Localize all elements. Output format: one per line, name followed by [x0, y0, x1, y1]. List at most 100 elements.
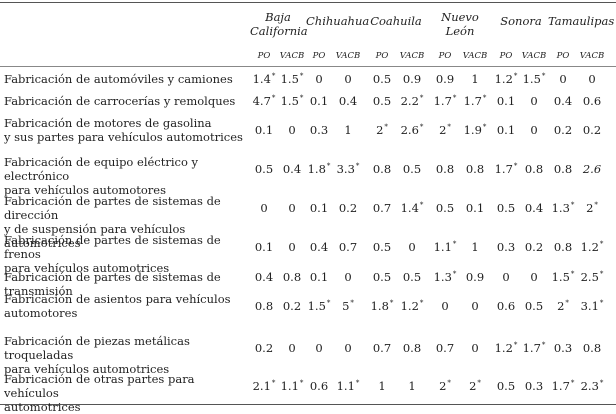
table-cell-value: 5*	[334, 299, 362, 313]
row-label-line: para vehículos automotrices	[4, 261, 170, 275]
row-label-line: automotores	[4, 306, 78, 320]
cell-number: 0.8	[402, 341, 422, 355]
table-cell-value: 0.5	[398, 270, 426, 284]
column-header-region: Tamaulipas	[548, 14, 615, 50]
cell-number: 0.5	[372, 240, 392, 254]
table-cell-value: 0.1	[492, 123, 520, 137]
column-subheader: VACB	[279, 51, 305, 61]
region-name-line: León	[445, 24, 475, 38]
cell-number: 4.7	[252, 94, 271, 108]
region-name-line: Chihuahua	[306, 14, 370, 28]
cell-number: 1.2	[494, 341, 513, 355]
cell-number: 0.1	[309, 270, 329, 284]
row-label: Fabricación de partes de sistemas de fre…	[4, 233, 244, 275]
significance-asterisk: *	[599, 270, 604, 279]
column-subheader: VACB	[462, 51, 488, 61]
cell-number: 0.2	[582, 123, 602, 137]
cell-number: 0.9	[465, 270, 485, 284]
top-rule	[0, 2, 616, 3]
significance-asterisk: *	[271, 94, 276, 103]
cell-number: 1	[378, 379, 386, 393]
column-subheader: VACB	[335, 51, 361, 61]
table-cell-value: 0.8	[461, 162, 489, 176]
cell-number: 0	[530, 123, 538, 137]
region-name-line: Baja	[265, 10, 291, 24]
cell-number: 1.1	[280, 379, 299, 393]
cell-number: 3.1	[580, 299, 599, 313]
column-subheader: PO	[438, 51, 452, 61]
table-cell-value: 0.8	[549, 240, 577, 254]
table-cell-value: 0	[549, 72, 577, 86]
cell-number: 0	[530, 270, 538, 284]
table-cell-value: 1.7*	[549, 379, 577, 393]
cell-number: 0	[502, 270, 510, 284]
table-cell-value: 0.5	[398, 162, 426, 176]
table-cell-value: 1.8*	[305, 162, 333, 176]
row-label: Fabricación de asientos para vehículos au…	[4, 292, 244, 320]
cell-number: 0.3	[309, 123, 329, 137]
cell-number: 0.1	[309, 94, 329, 108]
row-label: Fabricación de automóviles y camiones	[4, 72, 244, 86]
cell-number: 0.1	[254, 123, 274, 137]
cell-number: 1.7	[522, 341, 541, 355]
table-cell-value: 0.1	[305, 270, 333, 284]
table-cell-value: 1.7*	[431, 94, 459, 108]
table-row: Fabricación de asientos para vehículos au…	[0, 292, 616, 328]
cell-number: 2.6	[400, 123, 419, 137]
cell-number: 0.4	[282, 162, 302, 176]
cell-number: 1.7	[494, 162, 513, 176]
region-name-line: Nuevo	[441, 10, 479, 24]
table-cell-value: 1	[368, 379, 396, 393]
table-cell-value: 0.1	[305, 201, 333, 215]
table-cell-value: 1.8*	[368, 299, 396, 313]
region-name-line: Coahuila	[370, 14, 422, 28]
cell-number: 1.9	[463, 123, 482, 137]
cell-number: 0	[288, 123, 296, 137]
cell-number: 0.5	[402, 270, 422, 284]
bottom-rule	[0, 404, 616, 405]
cell-number: 0.8	[435, 162, 455, 176]
row-label-line: Fabricación de motores de gasolina	[4, 116, 212, 130]
table-cell-value: 0	[461, 341, 489, 355]
row-label-line: para vehículos automotrices	[4, 362, 170, 376]
table-row: Fabricación de motores de gasolina y sus …	[0, 116, 616, 152]
table-cell-value: 0.8	[250, 299, 278, 313]
cell-number: 1.5	[522, 72, 541, 86]
cell-number: 1.1	[336, 379, 355, 393]
cell-number: 0.9	[402, 72, 422, 86]
table-cell-value: 4.7*	[250, 94, 278, 108]
table-cell-value: 0.6	[305, 379, 333, 393]
table-cell-value: 0.4	[549, 94, 577, 108]
table-row: Fabricación de equipo eléctrico y electr…	[0, 155, 616, 197]
table-cell-value: 0.5	[431, 201, 459, 215]
table-cell-value: 0.5	[250, 162, 278, 176]
table-cell-value: 1.1*	[278, 379, 306, 393]
cell-number: 0	[260, 201, 268, 215]
cell-number: 0.3	[553, 341, 573, 355]
cell-number: 0	[288, 341, 296, 355]
cell-number: 0.5	[524, 299, 544, 313]
cell-number: 0.7	[372, 341, 392, 355]
region-name-line: Tamaulipas	[548, 14, 615, 28]
cell-number: 0	[315, 72, 323, 86]
cell-number: 0.4	[553, 94, 573, 108]
cell-number: 1.4	[252, 72, 271, 86]
table-cell-value: 1	[334, 123, 362, 137]
row-label: Fabricación de otras partes para vehícul…	[4, 372, 244, 414]
cell-number: 0	[408, 240, 416, 254]
cell-number: 0.1	[309, 201, 329, 215]
cell-number: 2	[469, 379, 477, 393]
cell-number: 0.1	[254, 240, 274, 254]
table-cell-value: 0.5	[368, 240, 396, 254]
significance-asterisk: *	[541, 72, 546, 81]
cell-number: 0.5	[435, 201, 455, 215]
significance-asterisk: *	[482, 123, 487, 132]
row-label: Fabricación de piezas metálicas troquela…	[4, 334, 244, 376]
table-cell-value: 2.6	[578, 162, 606, 176]
table-row: Fabricación de carrocerías y remolques 4.…	[0, 94, 616, 114]
table-cell-value: 0.2	[250, 341, 278, 355]
table-cell-value: 0.5	[368, 72, 396, 86]
table-cell-value: 0.2	[520, 240, 548, 254]
row-label: Fabricación de motores de gasolina y sus …	[4, 116, 244, 144]
cell-number: 1.2	[580, 240, 599, 254]
